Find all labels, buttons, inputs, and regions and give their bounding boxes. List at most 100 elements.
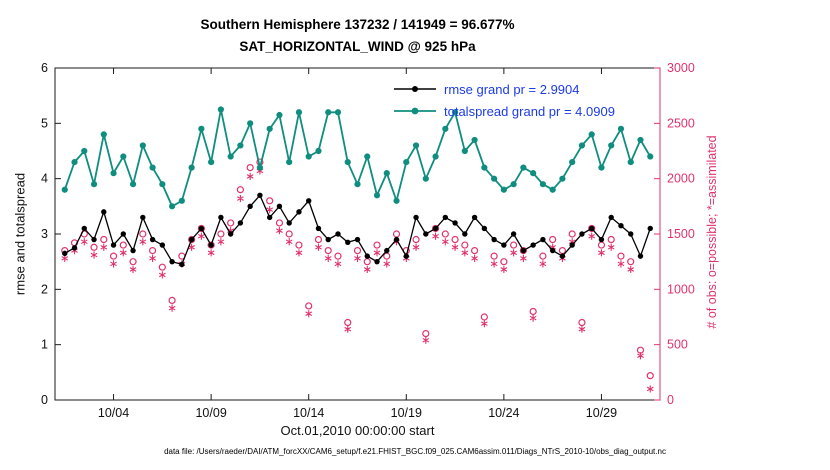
totalspread-marker	[422, 175, 429, 182]
possible-obs-marker	[646, 372, 654, 380]
possible-obs-marker	[490, 252, 498, 260]
rmse-marker	[286, 220, 292, 226]
possible-obs-marker	[597, 241, 606, 249]
possible-obs-marker	[109, 252, 118, 260]
totalspread-marker	[90, 181, 98, 188]
possible-obs-marker	[451, 235, 459, 244]
y-right-tick-label: 1000	[667, 282, 695, 296]
totalspread-marker	[569, 158, 576, 166]
rmse-marker	[374, 258, 380, 265]
possible-obs-marker	[344, 318, 352, 327]
totalspread-marker	[491, 175, 498, 182]
possible-obs-marker	[139, 230, 147, 238]
rmse-marker	[169, 258, 175, 265]
possible-obs-marker	[480, 313, 488, 321]
rmse-marker	[647, 225, 653, 232]
possible-obs-marker	[549, 235, 557, 244]
rmse-marker	[198, 225, 205, 232]
possible-obs-marker	[422, 330, 430, 338]
possible-obs-marker	[314, 235, 323, 244]
rmse-marker	[559, 253, 566, 259]
totalspread-marker	[510, 181, 517, 188]
assimilated-obs-marker	[61, 167, 654, 393]
left-axis-label: rmse and totalspread	[12, 172, 28, 296]
totalspread-marker	[295, 109, 303, 116]
rmse-marker	[218, 214, 224, 221]
totalspread-marker	[286, 158, 293, 166]
possible-obs-marker	[158, 263, 166, 271]
possible-obs-marker	[568, 230, 576, 238]
possible-obs-marker	[529, 307, 537, 316]
totalspread-marker	[520, 164, 527, 171]
possible-obs-marker	[148, 247, 157, 255]
totalspread-legend-marker-icon	[394, 107, 436, 115]
totalspread-marker	[373, 192, 381, 199]
totalspread-marker	[481, 164, 488, 171]
totalspread-marker	[364, 153, 371, 160]
rmse-marker	[306, 198, 312, 204]
rmse-marker	[140, 214, 146, 221]
totalspread-marker	[637, 136, 644, 144]
possible-obs-marker	[431, 224, 440, 233]
totalspread-marker	[315, 147, 322, 155]
rmse-marker	[335, 231, 341, 237]
possible-obs-marker	[539, 252, 547, 260]
rmse-legend-marker-icon	[394, 86, 436, 92]
possible-obs-marker	[392, 230, 401, 238]
legend: rmse grand pr = 2.9904 totalspread grand…	[392, 78, 615, 122]
possible-obs-marker	[383, 252, 391, 260]
totalspread-marker	[617, 125, 625, 132]
totalspread-marker	[393, 197, 400, 204]
x-tick-label: 10/04	[98, 406, 129, 420]
rmse-marker	[208, 242, 214, 248]
totalspread-marker	[217, 106, 224, 113]
possible-obs-marker	[588, 224, 596, 233]
possible-obs-marker	[295, 241, 303, 249]
totalspread-marker	[530, 170, 537, 177]
rmse-marker	[325, 236, 331, 243]
rmse-marker	[62, 250, 68, 257]
possible-obs-marker	[519, 247, 527, 255]
rmse-marker	[188, 236, 195, 243]
possible-obs-marker	[353, 247, 362, 255]
totalspread-marker	[539, 181, 547, 188]
chart-subtitle: SAT_HORIZONTAL_WIND @ 925 hPa	[239, 39, 476, 54]
y-right-tick-label: 3000	[667, 61, 695, 75]
rmse-marker	[354, 236, 361, 243]
totalspread-marker	[139, 142, 146, 149]
possible-obs-marker	[246, 164, 254, 172]
totalspread-marker	[149, 164, 156, 171]
totalspread-marker	[276, 111, 283, 119]
possible-obs-marker	[363, 258, 371, 266]
possible-obs-marker	[324, 247, 332, 255]
totalspread-marker	[208, 158, 215, 166]
rmse-marker	[452, 220, 458, 226]
totalspread-marker	[198, 125, 205, 132]
rmse-marker	[618, 223, 624, 229]
x-tick-label: 10/09	[195, 406, 226, 420]
possible-obs-marker	[188, 235, 196, 244]
rmse-marker	[540, 236, 546, 243]
totalspread-line	[63, 109, 651, 208]
y-left-tick-label: 0	[41, 393, 48, 407]
y-right-tick-label: 500	[667, 338, 688, 352]
totalspread-marker	[120, 153, 127, 160]
totalspread-marker	[471, 136, 478, 144]
right-axis-label: # of obs: o=possible; *=assimilated	[705, 135, 719, 329]
possible-obs-marker	[90, 243, 98, 251]
totalspread-marker	[247, 120, 254, 127]
rmse-marker	[296, 209, 302, 215]
possible-obs-marker	[285, 230, 293, 238]
totalspread-marker	[432, 153, 439, 160]
possible-obs-marker	[129, 258, 137, 266]
possible-obs-marker	[470, 247, 479, 255]
rmse-marker	[520, 247, 527, 254]
totalspread-marker	[451, 109, 459, 116]
rmse-marker	[81, 225, 87, 232]
rmse-marker	[608, 214, 614, 221]
y-left-tick-label: 1	[41, 338, 48, 352]
totalspread-marker	[354, 181, 361, 188]
rmse-marker	[345, 239, 351, 245]
possible-obs-marker	[207, 241, 215, 249]
y-left-tick-label: 2	[41, 282, 48, 296]
